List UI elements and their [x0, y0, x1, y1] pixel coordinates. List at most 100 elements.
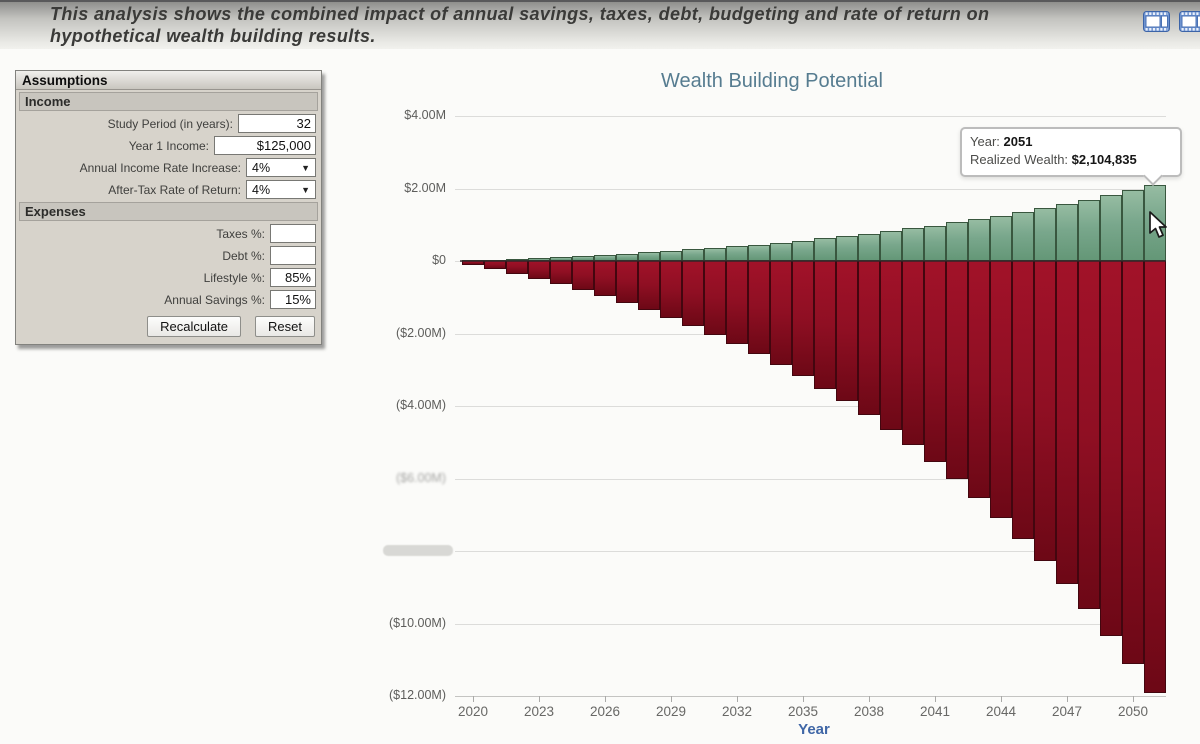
return-rate-selected-value: 4%	[252, 182, 271, 197]
tooltip-wealth-value: $2,104,835	[1071, 152, 1137, 168]
return-rate-select[interactable]: 4% ▼	[246, 180, 316, 199]
bar-realized-2040[interactable]	[902, 228, 924, 261]
lifestyle-label: Lifestyle %:	[203, 270, 265, 285]
taxes-label: Taxes %:	[216, 226, 265, 241]
x-axis-tick	[1133, 696, 1134, 702]
bar-negative-2050[interactable]	[1122, 261, 1144, 664]
film-icon[interactable]	[1179, 11, 1200, 32]
chart-tooltip: Year: 2051 Realized Wealth: $2,104,835	[960, 127, 1182, 186]
recalculate-button[interactable]: Recalculate	[147, 316, 242, 337]
bar-negative-2025[interactable]	[572, 261, 594, 291]
bar-negative-2037[interactable]	[836, 261, 858, 402]
bar-realized-2044[interactable]	[990, 215, 1012, 261]
bar-realized-2043[interactable]	[968, 219, 990, 261]
bar-realized-2049[interactable]	[1100, 194, 1122, 261]
bar-realized-2045[interactable]	[1012, 212, 1034, 261]
bar-realized-2039[interactable]	[880, 231, 902, 261]
bar-realized-2033[interactable]	[748, 244, 770, 261]
bar-negative-2049[interactable]	[1100, 261, 1122, 636]
x-axis-tick	[473, 696, 474, 702]
taxes-input[interactable]	[270, 224, 316, 243]
x-axis-tick-label: 2023	[523, 704, 555, 719]
x-axis-tick	[1067, 696, 1068, 702]
header-icons	[1143, 11, 1200, 32]
assumptions-panel-title: Assumptions	[16, 71, 321, 90]
bar-negative-2027[interactable]	[616, 261, 638, 304]
year1-income-input[interactable]	[214, 136, 316, 155]
x-axis-tick	[803, 696, 804, 702]
expenses-section-header: Expenses	[19, 202, 318, 221]
bar-realized-2035[interactable]	[792, 240, 814, 261]
annual-savings-input[interactable]	[270, 290, 316, 309]
field-row: Year 1 Income:	[21, 136, 316, 155]
x-axis-tick-label: 2026	[589, 704, 621, 719]
bar-negative-2026[interactable]	[594, 261, 616, 297]
bar-negative-2033[interactable]	[748, 261, 770, 355]
bar-negative-2043[interactable]	[968, 261, 990, 498]
film-icon[interactable]	[1143, 11, 1170, 32]
field-row: Annual Income Rate Increase: 4% ▼	[21, 158, 316, 177]
bar-realized-2050[interactable]	[1122, 189, 1144, 261]
bar-negative-2028[interactable]	[638, 261, 660, 311]
bar-realized-2037[interactable]	[836, 236, 858, 261]
return-rate-label: After-Tax Rate of Return:	[108, 182, 241, 197]
bar-negative-2032[interactable]	[726, 261, 748, 345]
income-rate-selected-value: 4%	[252, 160, 271, 175]
bar-negative-2042[interactable]	[946, 261, 968, 480]
bar-negative-2045[interactable]	[1012, 261, 1034, 539]
tooltip-wealth-line: Realized Wealth: $2,104,835	[970, 151, 1172, 169]
bar-realized-2032[interactable]	[726, 246, 748, 261]
bar-negative-2029[interactable]	[660, 261, 682, 318]
bar-negative-2022[interactable]	[506, 261, 528, 274]
field-row: After-Tax Rate of Return: 4% ▼	[21, 180, 316, 199]
header-bar: This analysis shows the combined impact …	[0, 0, 1200, 49]
lifestyle-input[interactable]	[270, 268, 316, 287]
income-rate-select[interactable]: 4% ▼	[246, 158, 316, 177]
bar-realized-2047[interactable]	[1056, 203, 1078, 261]
y-axis-tick-label: ($6.00M)	[395, 470, 446, 485]
bar-negative-2024[interactable]	[550, 261, 572, 285]
bar-negative-2039[interactable]	[880, 261, 902, 430]
bar-realized-2041[interactable]	[924, 225, 946, 261]
bar-negative-2031[interactable]	[704, 261, 726, 335]
x-axis-tick	[737, 696, 738, 702]
bar-negative-2020[interactable]	[462, 261, 484, 265]
bar-negative-2036[interactable]	[814, 261, 836, 389]
bar-negative-2035[interactable]	[792, 261, 814, 377]
income-section-header: Income	[19, 92, 318, 111]
bar-negative-2051[interactable]	[1144, 261, 1166, 694]
study-period-input[interactable]	[238, 114, 316, 133]
y-axis-tick-label: ($4.00M)	[395, 398, 446, 412]
bar-negative-2021[interactable]	[484, 261, 506, 270]
y-axis-tick-label: $2.00M	[404, 180, 446, 195]
gridline	[455, 116, 1166, 117]
study-period-label: Study Period (in years):	[107, 116, 233, 131]
zero-axis-line	[460, 260, 1166, 262]
bar-realized-2038[interactable]	[858, 233, 880, 261]
reset-button[interactable]: Reset	[255, 316, 315, 337]
bar-negative-2044[interactable]	[990, 261, 1012, 518]
x-axis-tick	[539, 696, 540, 702]
bar-negative-2023[interactable]	[528, 261, 550, 280]
bar-negative-2040[interactable]	[902, 261, 924, 446]
bar-negative-2048[interactable]	[1078, 261, 1100, 610]
tooltip-wealth-label: Realized Wealth:	[970, 152, 1069, 168]
bar-negative-2030[interactable]	[682, 261, 704, 327]
bar-realized-2034[interactable]	[770, 242, 792, 261]
chevron-down-icon: ▼	[301, 162, 310, 173]
bar-realized-2042[interactable]	[946, 222, 968, 261]
x-axis-tick-label: 2038	[853, 704, 885, 719]
x-axis-tick-label: 2044	[985, 704, 1017, 719]
bar-negative-2041[interactable]	[924, 261, 946, 462]
bar-realized-2036[interactable]	[814, 238, 836, 261]
debt-input[interactable]	[270, 246, 316, 265]
bar-negative-2047[interactable]	[1056, 261, 1078, 585]
gridline	[455, 188, 1166, 190]
bar-negative-2034[interactable]	[770, 261, 792, 366]
bar-negative-2038[interactable]	[858, 261, 880, 416]
tooltip-year-value: 2051	[1003, 134, 1033, 149]
bar-negative-2046[interactable]	[1034, 261, 1056, 561]
bar-realized-2046[interactable]	[1034, 208, 1056, 261]
bar-realized-2048[interactable]	[1078, 199, 1100, 261]
